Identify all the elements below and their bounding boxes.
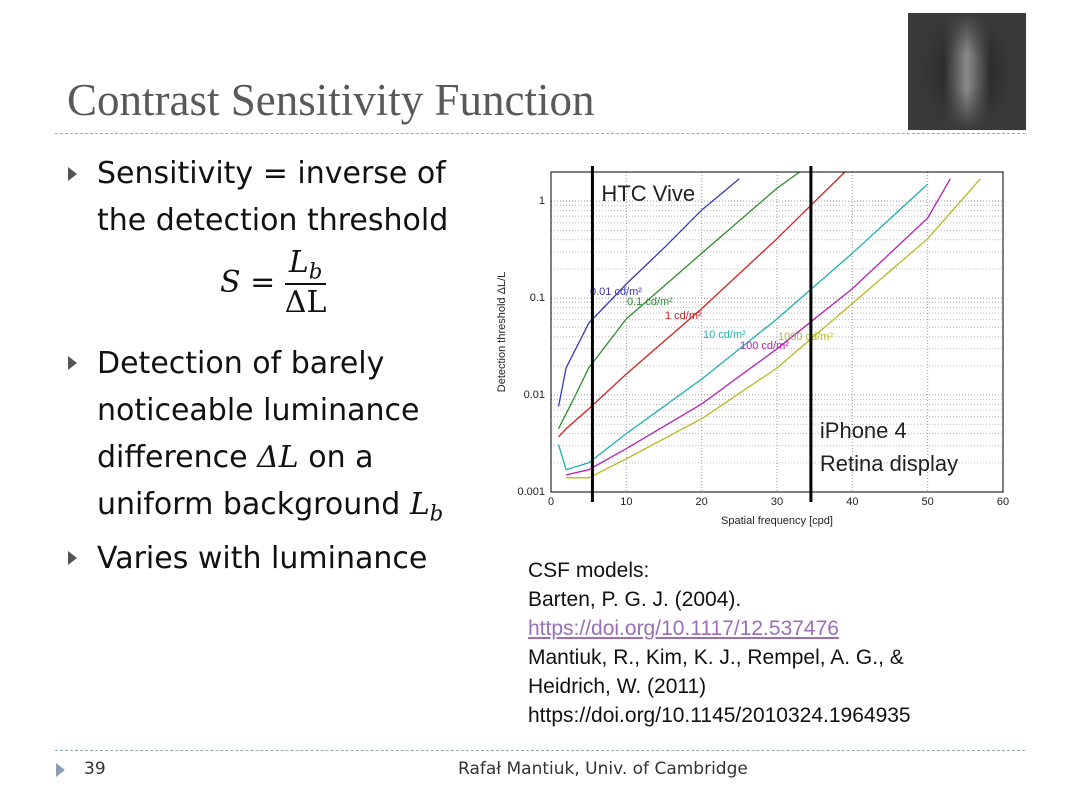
y-tick-label: 0.01 [524,389,545,401]
x-tick-label: 30 [771,496,783,508]
series-line [557,183,929,471]
bullet: Detection of barely noticeable luminance… [97,340,482,537]
series-line [566,178,981,479]
x-tick-label: 50 [922,496,934,508]
reference-line: Heidrich, W. (2011) [528,675,707,698]
y-axis-label: Detection threshold ΔL/L [496,272,508,392]
series-label: 10 cd/m² [703,329,746,341]
series-label: 1 cd/m² [665,310,702,322]
bullet-text: ΔL [257,440,299,475]
bullet: Varies with luminance [97,535,482,582]
y-tick-label: 0.1 [530,292,545,304]
fraction: Lb ΔL [284,245,327,321]
footer-icon [56,763,65,777]
bullet-text: Detection of barely noticeable luminance… [97,346,420,475]
page-number: 39 [84,759,106,779]
series-label: 1000 cd/m² [778,331,833,343]
series-line [557,178,740,407]
footer-author: Rafał Mantiuk, Univ. of Cambridge [458,759,748,779]
marker-label: HTC Vive [601,181,695,206]
bullet-text: b [429,501,444,526]
references: CSF models: Barten, P. G. J. (2004). http… [528,556,911,730]
x-tick-label: 40 [846,496,858,508]
formula: S = Lb ΔL [220,245,327,321]
series-line [558,172,846,438]
series-label: 0.1 cd/m² [627,296,673,308]
bullet-text: on a uniform background [97,440,410,522]
numerator-sub: b [308,259,323,284]
x-axis-label: Spatial frequency [cpd] [721,515,833,527]
series-line [557,172,800,429]
marker-label: Retina display [820,451,958,476]
series-label: 100 cd/m² [740,340,789,352]
title-rule [55,133,1025,134]
formula-lhs: S [220,265,241,301]
thumbnail [908,13,1026,130]
y-tick-label: 0.001 [517,486,545,498]
plot-frame [550,171,1004,493]
bullet-text: Varies with luminance [97,541,428,576]
formula-op: = [250,265,276,301]
x-tick-label: 60 [997,496,1009,508]
bullet: Sensitivity = inverse of the detection t… [97,150,482,244]
bullet-text: Sensitivity = inverse of the detection t… [97,156,449,238]
reference-line: Mantiuk, R., Kim, K. J., Rempel, A. G., … [528,646,904,669]
denominator: ΔL [284,285,327,321]
bullet-icon [68,551,77,565]
x-tick-label: 0 [548,496,554,508]
reference-line: https://doi.org/10.1145/2010324.1964935 [528,704,911,727]
marker-label: iPhone 4 [820,418,907,443]
references-heading: CSF models: [528,559,650,582]
reference-link: https://doi.org/10.1117/12.537476 [528,617,839,640]
series-label: 0.01 cd/m² [590,286,642,298]
y-tick-label: 1 [539,195,545,207]
bullet-text: L [409,487,430,522]
series-line [565,178,951,476]
footer-rule [55,750,1025,751]
bullet-icon [68,167,77,181]
bullet-icon [68,356,77,370]
slide-title: Contrast Sensitivity Function [67,75,595,125]
x-tick-label: 10 [620,496,632,508]
reference-line: Barten, P. G. J. (2004). [528,588,742,611]
numerator: L [288,245,309,280]
x-tick-label: 20 [696,496,708,508]
